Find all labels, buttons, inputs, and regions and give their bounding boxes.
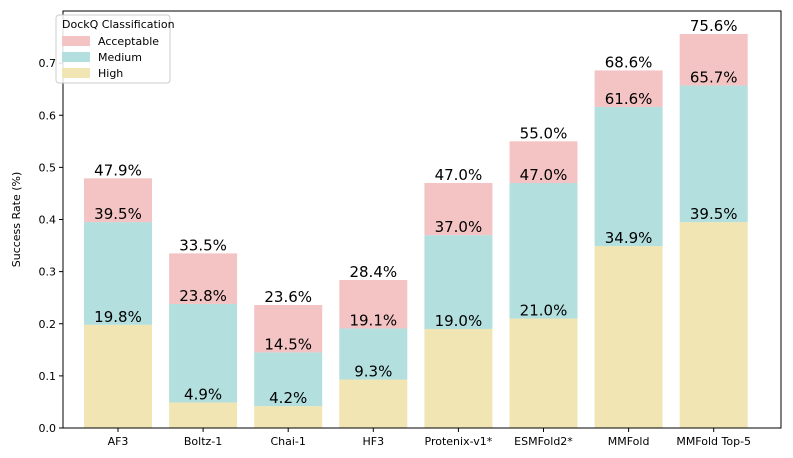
- legend: DockQ Classification Acceptable Medium Hig…: [55, 14, 175, 84]
- data-label-high-5: 21.0%: [520, 302, 568, 320]
- bar-high-6: [594, 246, 663, 428]
- y-tick-label-1: 0.1: [39, 370, 57, 383]
- bar-high-7: [679, 222, 748, 428]
- data-label-high-3: 9.3%: [354, 363, 392, 381]
- data-label-medium-3: 19.1%: [349, 311, 397, 329]
- x-tick-label-3: HF3: [362, 435, 384, 448]
- legend-swatch-acceptable: [62, 36, 90, 46]
- bar-acceptable-6: [594, 70, 663, 107]
- legend-frame: [55, 14, 171, 84]
- data-label-acceptable-7: 75.6%: [690, 17, 738, 35]
- x-tick-label-2: Chai-1: [270, 435, 305, 448]
- bar-acceptable-4: [424, 183, 493, 236]
- x-tick-label-7: MMFold Top-5: [676, 435, 751, 448]
- legend-title: DockQ Classification: [62, 18, 175, 31]
- legend-label-medium: Medium: [98, 51, 142, 64]
- bar-high-5: [509, 318, 578, 428]
- bar-medium-1: [169, 303, 238, 403]
- data-label-high-0: 19.8%: [94, 308, 142, 326]
- y-tick-label-0: 0.0: [39, 422, 57, 435]
- bar-acceptable-5: [509, 141, 578, 184]
- data-label-acceptable-2: 23.6%: [264, 288, 312, 306]
- data-label-acceptable-5: 55.0%: [520, 124, 568, 142]
- x-tick-label-1: Boltz-1: [184, 435, 222, 448]
- bar-high-1: [169, 402, 238, 428]
- y-tick-label-3: 0.3: [39, 266, 57, 279]
- y-tick-label-6: 0.6: [39, 109, 57, 122]
- x-tick-label-0: AF3: [108, 435, 129, 448]
- bar-medium-3: [339, 328, 408, 380]
- data-label-medium-7: 65.7%: [690, 69, 738, 87]
- bar-high-0: [84, 324, 152, 428]
- data-label-acceptable-0: 47.9%: [94, 161, 142, 179]
- bar-medium-0: [84, 222, 152, 325]
- bar-acceptable-2: [254, 304, 323, 353]
- bar-medium-4: [424, 235, 493, 329]
- data-label-high-1: 4.9%: [184, 385, 222, 403]
- bar-acceptable-1: [169, 253, 238, 304]
- bar-high-3: [339, 379, 408, 428]
- bar-medium-5: [509, 183, 578, 319]
- y-tick-label-4: 0.4: [39, 214, 57, 227]
- bar-high-4: [424, 328, 493, 428]
- data-label-medium-0: 39.5%: [94, 205, 142, 223]
- data-label-medium-2: 14.5%: [264, 335, 312, 353]
- legend-swatch-medium: [62, 52, 90, 62]
- bar-high-2: [254, 406, 323, 428]
- data-label-medium-6: 61.6%: [605, 90, 653, 108]
- legend-label-acceptable: Acceptable: [98, 35, 159, 48]
- bar-medium-6: [594, 106, 663, 247]
- data-labels-layer: 19.8% 39.5% 47.9% 4.9% 23.8% 33.5% 4.2% 14.5% 23…: [94, 17, 737, 407]
- axes-layer: 0.0 0.1 0.2 0.3 0.4 0.5 0.6 0.7 AF3 Boltz-1 Chai-1…: [39, 10, 782, 448]
- x-tick-label-4: Protenix-v1*: [425, 435, 493, 448]
- data-label-medium-5: 47.0%: [520, 166, 568, 184]
- data-label-acceptable-1: 33.5%: [179, 236, 227, 254]
- bar-medium-7: [679, 85, 748, 223]
- data-label-acceptable-6: 68.6%: [605, 53, 653, 71]
- y-tick-label-2: 0.2: [39, 318, 57, 331]
- y-tick-label-7: 0.7: [39, 57, 57, 70]
- x-tick-label-6: MMFold: [608, 435, 650, 448]
- data-label-medium-4: 37.0%: [435, 218, 483, 236]
- data-label-high-6: 34.9%: [605, 229, 653, 247]
- data-label-high-2: 4.2%: [269, 389, 307, 407]
- bar-acceptable-3: [339, 279, 408, 329]
- bar-acceptable-7: [679, 33, 748, 86]
- data-label-acceptable-4: 47.0%: [435, 166, 483, 184]
- legend-label-high: High: [98, 67, 123, 80]
- data-label-high-4: 19.0%: [435, 312, 483, 330]
- data-label-acceptable-3: 28.4%: [349, 263, 397, 281]
- y-tick-label-5: 0.5: [39, 161, 57, 174]
- legend-swatch-high: [62, 68, 90, 78]
- x-tick-label-5: ESMFold2*: [514, 435, 573, 448]
- bar-medium-2: [254, 352, 323, 407]
- y-axis-title: Success Rate (%): [10, 172, 23, 268]
- bar-acceptable-0: [84, 178, 152, 223]
- bars-layer: [84, 33, 748, 428]
- data-label-high-7: 39.5%: [690, 205, 738, 223]
- data-label-medium-1: 23.8%: [179, 287, 227, 305]
